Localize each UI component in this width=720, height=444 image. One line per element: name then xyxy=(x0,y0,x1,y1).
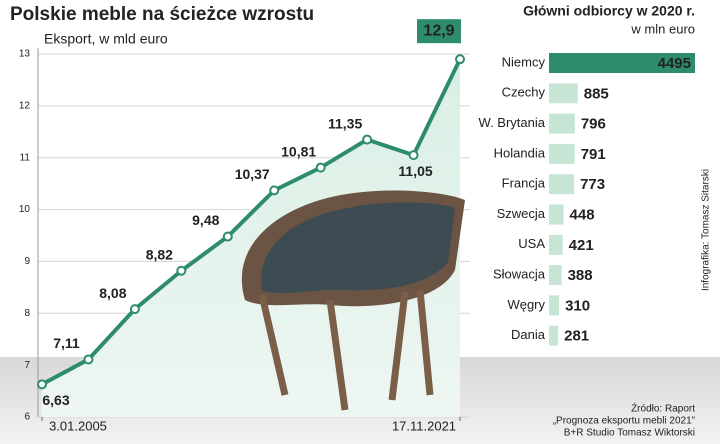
x-tick-label: 17.11.2021 xyxy=(392,418,456,433)
category-label: Czechy xyxy=(502,85,546,100)
bar xyxy=(549,174,575,195)
chair xyxy=(241,190,465,411)
category-label: W. Brytania xyxy=(479,115,546,130)
bar xyxy=(549,325,559,346)
value-label: 10,37 xyxy=(235,166,270,182)
point xyxy=(83,354,94,365)
source-line: „Prognoza eksportu mebli 2021” xyxy=(553,416,695,427)
value-label: 796 xyxy=(581,116,606,133)
value-label: 11,05 xyxy=(398,163,432,179)
y-tick-label: 13 xyxy=(19,49,31,60)
line-title: Polskie meble na ścieżce wzrostu xyxy=(10,4,314,25)
value-label: 10,81 xyxy=(281,143,316,159)
line xyxy=(41,58,462,387)
point xyxy=(222,231,233,242)
category-label: Słowacja xyxy=(493,267,546,282)
bar xyxy=(549,83,578,104)
highlight-box xyxy=(417,19,461,44)
category-label: Holandia xyxy=(494,145,546,160)
point xyxy=(129,304,140,315)
value-label: 773 xyxy=(580,176,605,193)
value-label: 9,48 xyxy=(192,212,219,228)
y-tick-label: 7 xyxy=(24,360,30,371)
line-subtitle: Eksport, w mld euro xyxy=(44,31,168,47)
y-tick-label: 12 xyxy=(19,100,31,111)
value-label: 7,11 xyxy=(53,335,80,351)
source-line: Źródło: Raport xyxy=(631,402,695,415)
credit: Infografika: Tomasz Sitarski xyxy=(701,169,712,291)
y-tick-label: 11 xyxy=(20,152,31,163)
y-tick-label: 6 xyxy=(24,412,30,423)
bar xyxy=(549,53,695,73)
value-label: 791 xyxy=(581,146,606,163)
source-line: B+R Studio Tomasz Wiktorski xyxy=(564,428,695,439)
bar xyxy=(549,204,564,225)
value-label: 11,35 xyxy=(328,115,362,131)
y-tick-label: 10 xyxy=(19,204,31,215)
value-label: 310 xyxy=(565,297,590,314)
bar xyxy=(549,143,575,164)
category-label: Węgry xyxy=(507,297,545,312)
value-label: 4495 xyxy=(658,55,691,72)
point xyxy=(408,150,419,161)
value-label: 6,63 xyxy=(42,392,69,408)
bar xyxy=(549,113,575,134)
category-label: Szwecja xyxy=(497,206,546,221)
bar xyxy=(549,234,563,255)
category-label: Niemcy xyxy=(502,54,546,69)
category-label: USA xyxy=(518,236,545,251)
point xyxy=(455,54,465,65)
bar-subtitle: w mln euro xyxy=(630,21,695,36)
y-tick-label: 8 xyxy=(24,308,30,319)
bar xyxy=(549,265,562,286)
point xyxy=(176,265,187,276)
value-label: 281 xyxy=(564,328,589,345)
value-label: 8,08 xyxy=(99,285,126,301)
bar-title: Główni odbiorcy w 2020 r. xyxy=(523,3,695,19)
x-tick-label: 3.01.2005 xyxy=(49,418,107,433)
y-tick-label: 9 xyxy=(24,256,30,267)
value-label: 448 xyxy=(570,206,595,223)
value-label: 885 xyxy=(584,85,609,102)
point xyxy=(269,185,280,196)
value-label: 421 xyxy=(569,237,594,254)
value-label: 12,9 xyxy=(423,22,454,39)
point xyxy=(315,162,326,173)
point xyxy=(37,379,47,390)
category-label: Francja xyxy=(502,176,546,191)
bar xyxy=(549,295,560,316)
value-label: 388 xyxy=(568,267,593,284)
category-label: Dania xyxy=(511,327,546,342)
value-label: 8,82 xyxy=(146,246,173,262)
point xyxy=(362,134,373,145)
